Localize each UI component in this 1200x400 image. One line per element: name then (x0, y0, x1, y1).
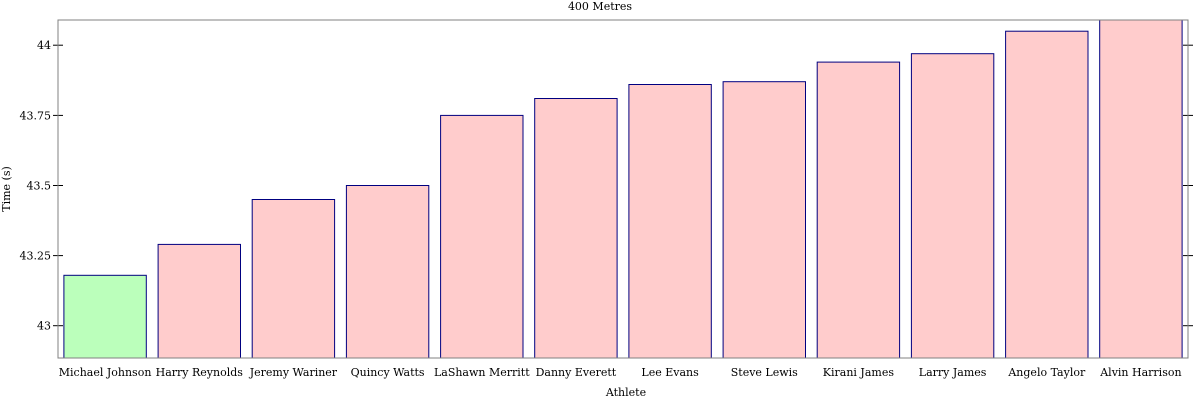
x-tick-label: Quincy Watts (351, 366, 425, 379)
x-tick-label: Michael Johnson (59, 366, 152, 379)
bar-lee-evans (628, 84, 712, 359)
x-tick-label: Jeremy Wariner (249, 366, 338, 379)
bar-angelo-taylor (1005, 30, 1089, 359)
x-tick-label: Alvin Harrison (1099, 366, 1181, 379)
y-tick-label: 43.75 (20, 109, 52, 122)
bar-danny-everett (534, 98, 618, 359)
bar-steve-lewis (722, 81, 806, 359)
bar-jeremy-wariner (251, 199, 336, 359)
plot-frame (57, 19, 1189, 359)
y-tick-label: 43.5 (27, 180, 52, 193)
x-tick-label: Angelo Taylor (1007, 366, 1086, 379)
bar-larry-james (910, 53, 995, 359)
y-tick-label: 43 (37, 320, 51, 333)
y-tick-label: 44 (37, 39, 51, 52)
x-tick-label: Larry James (919, 366, 987, 379)
y-axis-title: Time (s) (0, 166, 13, 212)
bar-lashawn-merritt (440, 114, 524, 359)
x-tick-label: Harry Reynolds (156, 366, 244, 379)
y-tick-label: 43.25 (20, 250, 52, 263)
bar-michael-johnson (63, 274, 147, 359)
x-tick-label: Lee Evans (641, 366, 699, 379)
x-axis-tick-labels: Michael Johnson Harry Reynolds Jeremy Wari… (59, 366, 1182, 379)
bar-alvin-harrison (1099, 19, 1183, 359)
x-axis-title: Athlete (605, 386, 646, 399)
chart-title: 400 Metres (568, 0, 632, 13)
x-tick-label: Danny Everett (536, 366, 617, 379)
x-tick-label: LaShawn Merritt (434, 366, 530, 379)
bar-kirani-james (816, 61, 901, 359)
bar-quincy-watts (345, 185, 430, 359)
x-tick-label: Steve Lewis (731, 366, 798, 379)
x-tick-label: Kirani James (823, 366, 895, 379)
bars-group (63, 19, 1183, 359)
bar-harry-reynolds (157, 243, 242, 359)
